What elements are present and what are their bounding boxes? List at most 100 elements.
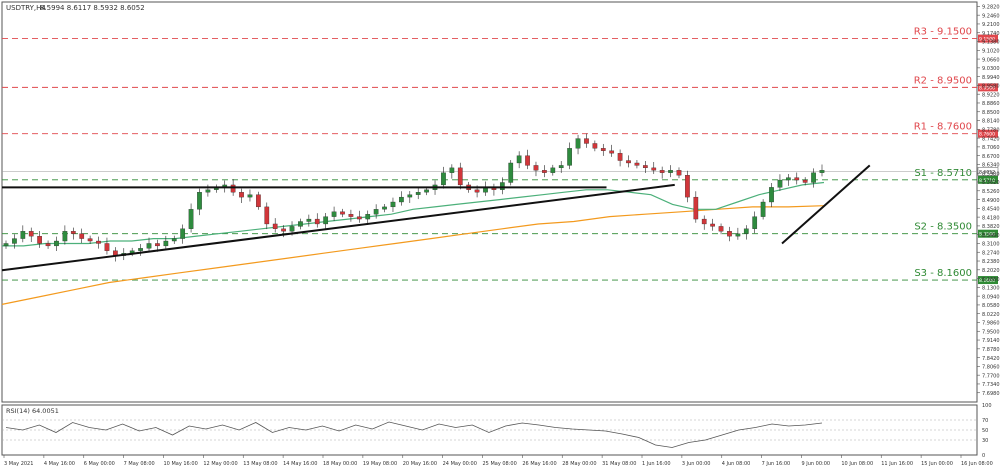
x-tick-label: 31 May 08:00 xyxy=(602,461,636,467)
y-tick-label: 8.5620 xyxy=(982,180,1000,186)
level-tag-value: 8.7600 xyxy=(979,132,995,138)
candle-body xyxy=(96,240,101,244)
y-tick-label: 9.0660 xyxy=(982,57,1000,63)
slow-moving-average xyxy=(1,205,825,305)
y-tick-label: 8.7780 xyxy=(982,128,1000,134)
x-tick-label: 4 May 16:00 xyxy=(44,461,75,467)
candle-body xyxy=(449,167,455,173)
candle-body xyxy=(592,143,598,149)
candle-body xyxy=(634,162,640,166)
y-tick-label: 8.2740 xyxy=(982,250,1000,256)
level-tag xyxy=(978,34,998,43)
candle-body xyxy=(239,192,244,198)
candle-body xyxy=(155,243,160,247)
y-tick-label: 7.9860 xyxy=(982,321,1000,327)
candle-body xyxy=(180,228,186,239)
x-tick-label: 3 May 2021 xyxy=(4,461,33,467)
candle-body xyxy=(693,196,699,220)
candle-body xyxy=(256,194,261,208)
rsi-level-label: 70 xyxy=(982,418,988,424)
x-tick-label: 25 May 08:00 xyxy=(483,461,517,467)
y-tick-label: 7.8060 xyxy=(982,365,1000,371)
last-price-value: 8.6052 xyxy=(979,169,995,175)
candle-body xyxy=(399,196,404,203)
y-tick-label: 8.5260 xyxy=(982,189,1000,195)
candle-body xyxy=(567,148,572,166)
y-tick-label: 9.2100 xyxy=(982,22,1000,28)
candle-body xyxy=(760,201,766,217)
level-tag xyxy=(978,129,998,138)
y-tick-label: 8.1300 xyxy=(982,286,1000,292)
candle-body xyxy=(769,187,774,203)
candle-body xyxy=(600,148,606,151)
candle-body xyxy=(550,167,556,173)
last-price-tag xyxy=(977,167,999,176)
x-tick-label: 20 May 16:00 xyxy=(403,461,437,467)
candle-body xyxy=(525,155,530,166)
candle-body xyxy=(382,206,387,210)
candle-body xyxy=(701,218,707,225)
candle-body xyxy=(718,226,724,232)
y-tick-label: 8.8860 xyxy=(982,101,1000,107)
x-tick-label: 24 May 00:00 xyxy=(443,461,477,467)
candle-body xyxy=(558,165,564,169)
x-tick-label: 4 Jun 08:00 xyxy=(722,461,751,467)
candle-body xyxy=(289,226,295,232)
y-tick-label: 8.9580 xyxy=(982,84,1000,90)
candle-body xyxy=(281,228,286,232)
price-panel-frame xyxy=(1,1,978,403)
candle-body xyxy=(735,233,741,237)
x-tick-label: 11 Jun 16:00 xyxy=(881,461,913,467)
y-tick-label: 8.0580 xyxy=(982,303,1000,309)
candle-body xyxy=(230,184,236,193)
level-tag-value: 8.9500 xyxy=(979,85,995,91)
y-tick-label: 8.3820 xyxy=(982,224,1000,230)
level-label: R3 - 9.1500 xyxy=(914,27,972,38)
x-tick-label: 18 May 00:00 xyxy=(323,461,357,467)
level-tag-value: 8.1600 xyxy=(979,278,995,284)
candle-body xyxy=(508,162,514,183)
candle-body xyxy=(710,223,715,227)
y-tick-label: 8.2380 xyxy=(982,259,1000,265)
candle-body xyxy=(819,170,825,173)
candle-body xyxy=(87,238,93,242)
x-tick-label: 14 May 16:00 xyxy=(283,461,317,467)
candle-body xyxy=(373,209,379,215)
y-tick-label: 8.0940 xyxy=(982,294,1000,300)
candle-body xyxy=(743,228,749,234)
y-tick-label: 9.1740 xyxy=(982,31,1000,37)
candle-body xyxy=(45,243,51,247)
level-label: S1 - 8.5710 xyxy=(914,168,972,179)
candle-body xyxy=(323,216,329,225)
candle-body xyxy=(138,248,143,251)
y-tick-label: 7.9500 xyxy=(982,329,1000,335)
candle-body xyxy=(365,214,371,220)
candle-body xyxy=(777,179,783,188)
ohlc-header: 8.5994 8.6117 8.5932 8.6052 xyxy=(40,4,145,12)
candle-body xyxy=(533,165,539,171)
level-tag-value: 8.5710 xyxy=(979,178,995,184)
candle-body xyxy=(676,170,682,176)
candle-body xyxy=(205,189,211,193)
x-tick-label: 15 Jun 00:00 xyxy=(921,461,953,467)
x-tick-label: 9 Jun 00:00 xyxy=(802,461,831,467)
candle-body xyxy=(668,170,673,173)
candle-body xyxy=(516,155,522,164)
rsi-label: RSI(14) 64.0051 xyxy=(6,407,59,415)
candle-body xyxy=(424,189,429,193)
candle-body xyxy=(12,238,17,244)
x-tick-label: 28 May 00:00 xyxy=(562,461,596,467)
y-tick-label: 8.7420 xyxy=(982,136,1000,142)
candle-body xyxy=(247,194,253,198)
candle-body xyxy=(306,218,312,222)
candle-body xyxy=(542,170,547,173)
y-tick-label: 7.8420 xyxy=(982,356,1000,362)
level-tag xyxy=(978,83,998,92)
y-tick-label: 7.7700 xyxy=(982,373,1000,379)
y-tick-label: 8.9940 xyxy=(982,75,1000,81)
y-tick-label: 8.3100 xyxy=(982,242,1000,248)
x-tick-label: 10 Jun 08:00 xyxy=(841,461,873,467)
y-tick-label: 8.3460 xyxy=(982,233,1000,239)
x-tick-label: 1 Jun 16:00 xyxy=(642,461,671,467)
